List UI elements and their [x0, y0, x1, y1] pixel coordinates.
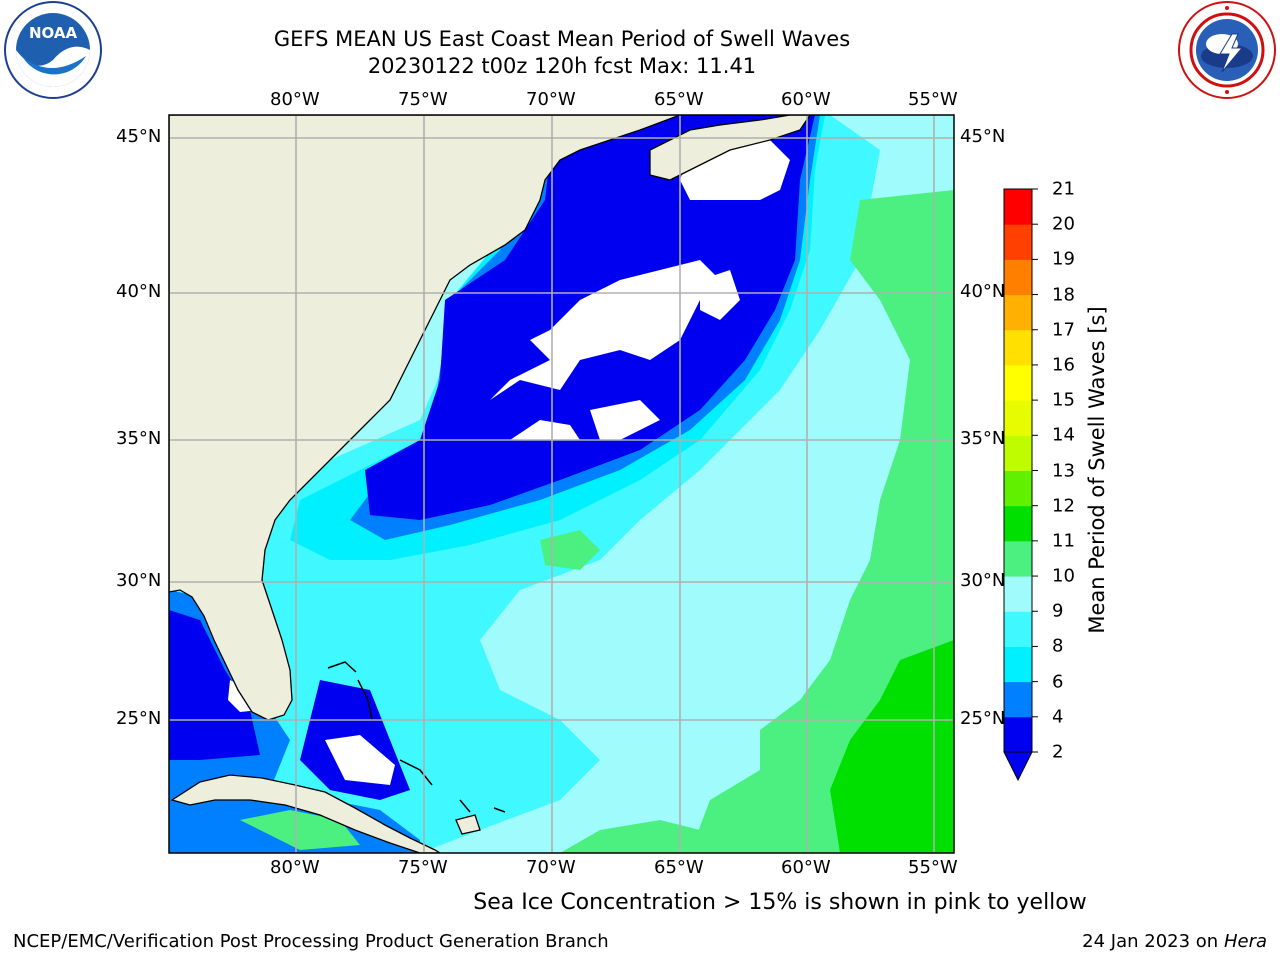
- colorbar-tick-label: 16: [1052, 354, 1075, 376]
- lon-label-bottom-65w: 65°W: [654, 857, 704, 878]
- colorbar-segment: [1004, 470, 1032, 507]
- colorbar-tick-label: 2: [1052, 741, 1064, 763]
- no-data-patch-3: [590, 400, 660, 440]
- lon-label-bottom-55w: 55°W: [908, 857, 958, 878]
- colorbar-tick-label: 19: [1052, 248, 1075, 270]
- colorbar-segment: [1004, 259, 1032, 296]
- land-cuba: [170, 774, 442, 853]
- colorbar-label: Mean Period of Swell Waves [s]: [1085, 306, 1109, 634]
- colorbar-segment: [1004, 540, 1032, 577]
- land-bahamas-2: [357, 679, 373, 721]
- lon-label-top-75w: 75°W: [398, 89, 448, 110]
- lat-label-left-30n: 30°N: [116, 570, 162, 591]
- lat-label-right-30n: 30°N: [960, 570, 1006, 591]
- chart-title: GEFS MEAN US East Coast Mean Period of S…: [273, 27, 851, 51]
- lat-label-right-35n: 35°N: [960, 428, 1006, 449]
- colorbar-segment: [1004, 646, 1032, 683]
- lat-label-left-45n: 45°N: [116, 126, 162, 147]
- colorbar-tick-label: 18: [1052, 284, 1075, 306]
- lon-label-bottom-80w: 80°W: [270, 857, 320, 878]
- no-data-patch-5: [700, 270, 740, 320]
- swell-band-11-12: [830, 640, 954, 853]
- colorbar-segment: [1004, 576, 1032, 612]
- lon-label-top-55w: 55°W: [908, 89, 958, 110]
- colorbar-segment: [1004, 400, 1032, 436]
- footer-date: 24 Jan 2023 on Hera: [1082, 931, 1267, 952]
- colorbar-tick-label: 8: [1052, 635, 1064, 657]
- lat-label-left-40n: 40°N: [116, 281, 162, 302]
- noaa-logo-icon: NOAA: [4, 1, 102, 99]
- land-bahamas-5: [493, 807, 506, 813]
- colorbar-segment: [1004, 364, 1032, 401]
- swell-band-10-11-patch: [540, 530, 600, 570]
- no-data-patch-1: [490, 260, 720, 400]
- colorbar-tick-label: 21: [1052, 178, 1075, 200]
- colorbar-tick-label: 17: [1052, 319, 1075, 341]
- land-maritimes: [649, 115, 811, 181]
- colorbar-segment: [1004, 611, 1032, 647]
- colorbar-segment: [1004, 435, 1032, 471]
- swell-band-10-11-cuba: [240, 810, 360, 850]
- colorbar-tick-label: 15: [1052, 389, 1075, 411]
- colorbar-segment: [1004, 224, 1032, 260]
- colorbar-tick-label: 10: [1052, 565, 1075, 587]
- colorbar-segment: [1004, 329, 1032, 366]
- lon-label-top-80w: 80°W: [270, 89, 320, 110]
- nws-logo-icon: [1178, 1, 1276, 99]
- caption: Sea Ice Concentration > 15% is shown in …: [0, 890, 1280, 915]
- lat-label-left-25n: 25°N: [116, 708, 162, 729]
- colorbar-segment: [1004, 716, 1032, 753]
- colorbar-tick-label: 12: [1052, 495, 1075, 517]
- lat-label-right-40n: 40°N: [960, 281, 1006, 302]
- land-bahamas-1: [327, 661, 357, 673]
- caption-text: Sea Ice Concentration > 15% is shown in …: [473, 890, 1087, 915]
- map-border: [168, 114, 955, 854]
- colorbar-tick-label: 13: [1052, 460, 1075, 481]
- colorbar-tick-label: 11: [1052, 530, 1075, 552]
- lon-label-bottom-75w: 75°W: [398, 857, 448, 878]
- no-data-patch-2: [510, 420, 580, 440]
- footer-date-text: 24 Jan 2023 on: [1082, 931, 1224, 952]
- lon-label-top-65w: 65°W: [654, 89, 704, 110]
- footer-credit: NCEP/EMC/Verification Post Processing Pr…: [13, 931, 609, 952]
- colorbar-tick-label: 9: [1052, 600, 1064, 622]
- chart-subtitle: 20230122 t00z 120h fcst Max: 11.41: [367, 54, 757, 78]
- colorbar-segment: [1004, 294, 1032, 331]
- footer-host: Hera: [1223, 931, 1267, 952]
- land-bahamas-4: [459, 799, 471, 813]
- colorbar-segment: [1004, 681, 1032, 718]
- swell-band-2-4-gulf-inner: [169, 610, 260, 760]
- lon-label-top-70w: 70°W: [526, 89, 576, 110]
- swell-band-10-11-south: [560, 820, 700, 853]
- colorbar-segment: [1004, 505, 1032, 542]
- map-frame: [169, 115, 954, 853]
- lon-label-bottom-70w: 70°W: [526, 857, 576, 878]
- lat-label-right-45n: 45°N: [960, 126, 1006, 147]
- colorbar-segment: [1004, 189, 1032, 225]
- lat-label-left-35n: 35°N: [116, 428, 162, 449]
- lat-label-right-25n: 25°N: [960, 708, 1006, 729]
- lon-label-bottom-60w: 60°W: [781, 857, 831, 878]
- colorbar-tick-label: 6: [1052, 671, 1064, 693]
- colorbar-tick-label: 14: [1052, 424, 1075, 446]
- noaa-logo-text: NOAA: [29, 24, 78, 42]
- land-hispaniola-edge: [455, 814, 481, 835]
- colorbar-extend-arrow: [1003, 751, 1033, 782]
- colorbar-tick-label: 4: [1052, 706, 1064, 728]
- map-gridlines: [169, 115, 954, 853]
- lon-label-top-60w: 60°W: [781, 89, 831, 110]
- colorbar: [1003, 188, 1038, 782]
- land-bahamas-3: [399, 759, 433, 786]
- no-data-patch-6: [325, 735, 395, 785]
- colorbar-tick-label: 20: [1052, 213, 1075, 235]
